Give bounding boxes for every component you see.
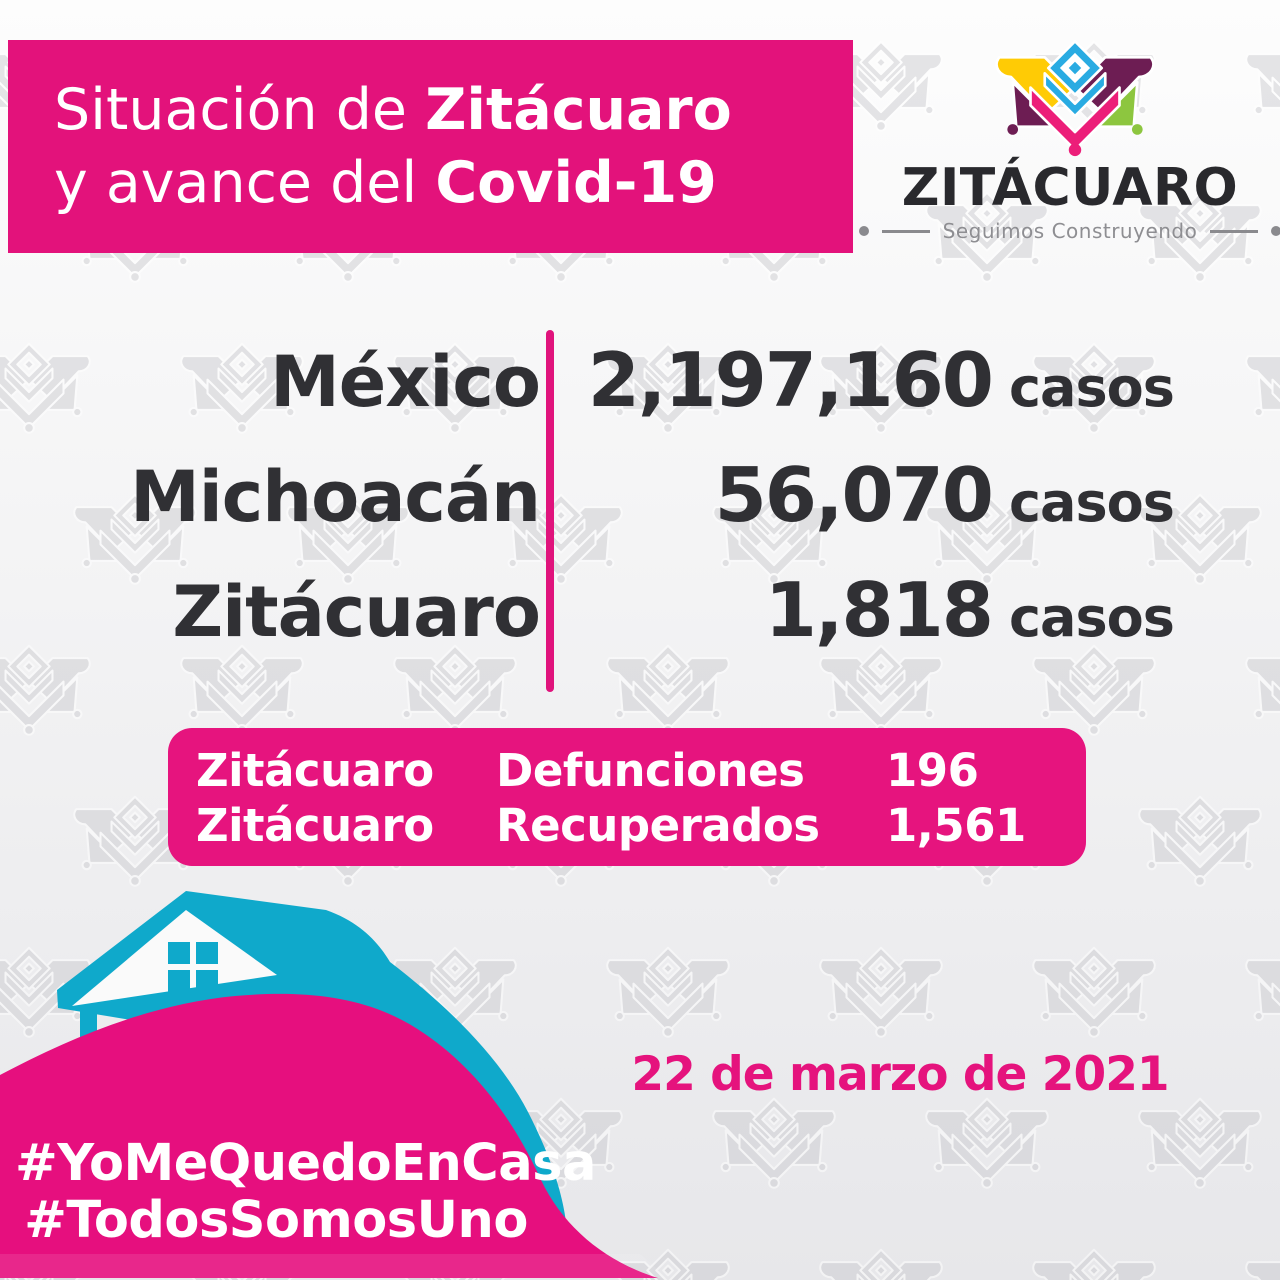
tagline-right-dot — [1271, 226, 1280, 236]
summary-row-defunciones: Zitácuaro Defunciones 196 — [196, 743, 1086, 798]
pink-wave-highlight — [0, 1254, 666, 1278]
title-banner: Situación de Zitácuaro y avance del Covi… — [8, 40, 853, 253]
watermark-emblem-icon — [1245, 946, 1280, 1038]
stat-row-zitacuaro: Zitácuaro 1,818 casos — [0, 566, 1208, 681]
stat-unit: casos — [1009, 471, 1175, 534]
house-window-icon — [168, 942, 218, 992]
monarch-butterfly-emblem-icon — [995, 39, 1155, 158]
title-line-2: y avance del Covid-19 — [54, 147, 853, 220]
summary-value: 196 — [886, 744, 979, 797]
summary-place: Zitácuaro — [196, 799, 434, 852]
watermark-emblem-icon — [1245, 342, 1280, 434]
summary-box: Zitácuaro Defunciones 196 Zitácuaro Recu… — [168, 728, 1086, 866]
stat-value: 1,818 — [764, 566, 994, 654]
stay-home-illustration — [0, 891, 666, 1278]
stat-value: 56,070 — [714, 451, 994, 539]
tagline-left-dot — [858, 226, 869, 236]
stat-label: México — [270, 341, 541, 423]
stat-row-mexico: México 2,197,160 casos — [0, 336, 1208, 451]
logo-tagline-row: Seguimos Construyendo — [858, 218, 1280, 244]
logo-wordmark: ZITÁCUARO — [901, 158, 1239, 218]
hashtag-all-one: #TodosSomosUno — [24, 1191, 528, 1250]
pink-wave-shape — [0, 993, 658, 1278]
municipal-logo: ZITÁCUARO Seguimos Construyendo — [858, 30, 1280, 260]
stats-divider — [546, 330, 554, 692]
title-line-2-regular: y avance del — [54, 150, 436, 216]
watermark-emblem-icon — [712, 1097, 836, 1189]
summary-row-recuperados: Zitácuaro Recuperados 1,561 — [196, 798, 1086, 853]
watermark-emblem-icon — [819, 1248, 943, 1280]
hashtag-stay-home: #YoMeQuedoEnCasa — [15, 1134, 596, 1193]
summary-value: 1,561 — [886, 799, 1026, 852]
stat-row-michoacan: Michoacán 56,070 casos — [0, 451, 1208, 566]
report-date: 22 de marzo de 2021 — [631, 1047, 1169, 1102]
watermark-emblem-icon — [1245, 644, 1280, 736]
stat-unit: casos — [1009, 586, 1175, 649]
watermark-emblem-icon — [1245, 1248, 1280, 1280]
summary-place: Zitácuaro — [196, 744, 434, 797]
watermark-emblem-icon — [819, 946, 943, 1038]
title-line-2-bold: Covid-19 — [435, 150, 717, 216]
tagline-left-rule — [881, 229, 930, 233]
watermark-emblem-icon — [1032, 946, 1156, 1038]
title-line-1-regular: Situación de — [54, 77, 426, 143]
watermark-emblem-icon — [1032, 1248, 1156, 1280]
tagline-right-rule — [1210, 229, 1259, 233]
logo-tagline: Seguimos Construyendo — [942, 219, 1198, 243]
summary-metric: Defunciones — [496, 744, 805, 797]
stat-unit: casos — [1009, 356, 1175, 419]
summary-metric: Recuperados — [496, 799, 820, 852]
watermark-emblem-icon — [1138, 1097, 1262, 1189]
stat-value: 2,197,160 — [587, 336, 994, 424]
title-line-1: Situación de Zitácuaro — [54, 74, 853, 147]
title-line-1-bold: Zitácuaro — [425, 77, 732, 143]
watermark-emblem-icon — [925, 1097, 1049, 1189]
stat-label: Michoacán — [130, 456, 541, 538]
watermark-emblem-icon — [1138, 795, 1262, 887]
stat-label: Zitácuaro — [172, 571, 541, 653]
cases-stats: México 2,197,160 casos Michoacán 56,070 … — [0, 336, 1208, 681]
hashtags: #YoMeQuedoEnCasa #TodosSomosUno — [15, 1134, 596, 1250]
